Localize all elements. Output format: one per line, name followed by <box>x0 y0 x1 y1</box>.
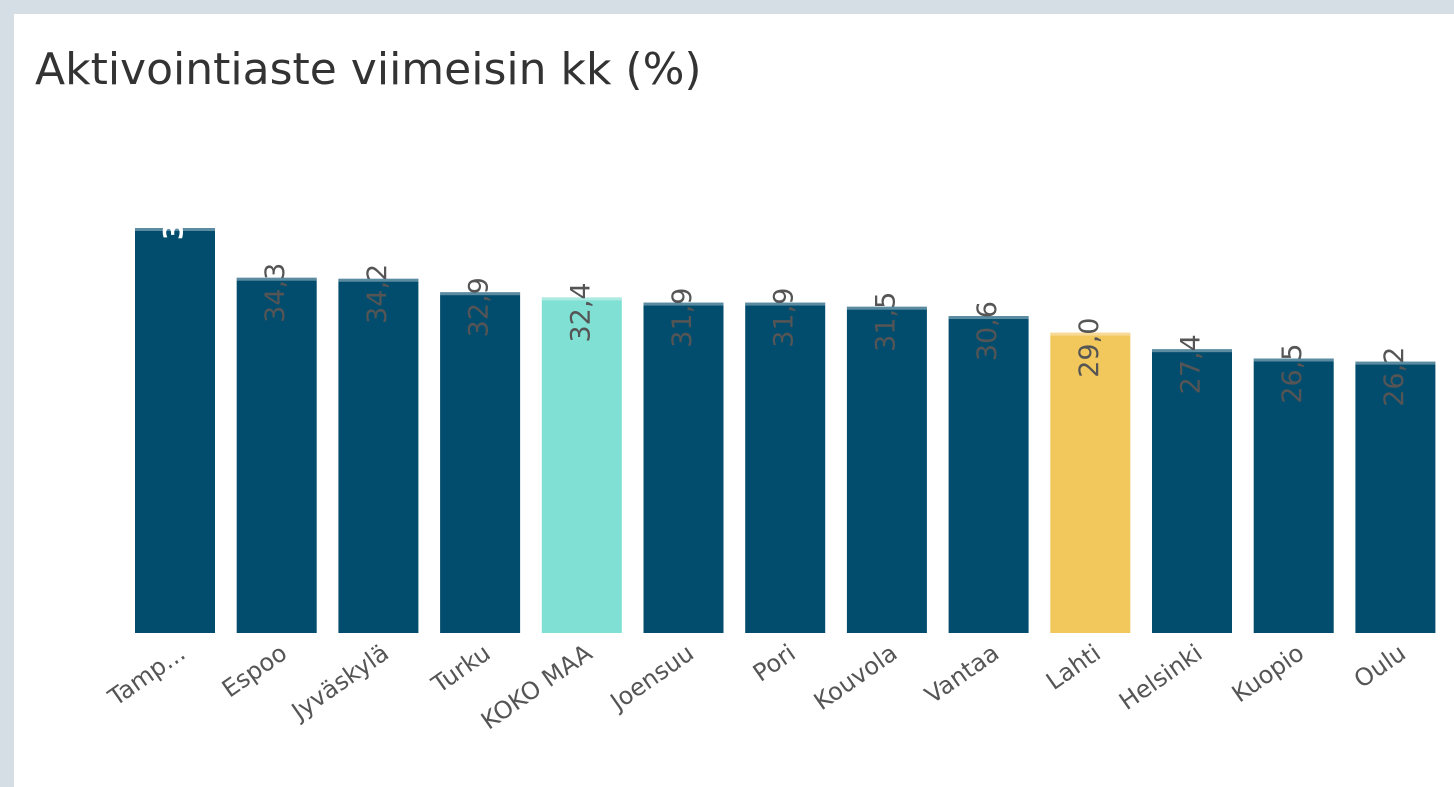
value-label: 31,9 <box>667 288 698 348</box>
bar <box>236 277 317 633</box>
value-label: 30,6 <box>972 301 1003 361</box>
value-label: 27,4 <box>1176 334 1207 394</box>
bar-top <box>846 306 927 310</box>
value-label: 26,5 <box>1277 344 1308 404</box>
bar <box>948 316 1029 633</box>
bar-top <box>236 277 317 281</box>
value-label: 29,0 <box>1074 318 1105 378</box>
bar <box>1152 349 1232 633</box>
bar-top <box>1355 361 1436 365</box>
value-label: 26,2 <box>1379 347 1410 407</box>
bar-top <box>135 228 215 231</box>
value-label: 32,4 <box>565 282 596 342</box>
bar-top <box>745 302 826 306</box>
value-label: 39,1 <box>159 173 190 240</box>
chart-title: Aktivointiaste viimeisin kk (%) <box>35 44 702 95</box>
bar <box>1253 358 1334 633</box>
bar <box>440 292 521 633</box>
value-label: 34,3 <box>260 263 291 323</box>
bar-top <box>541 297 622 301</box>
bar-top <box>1253 358 1334 362</box>
value-label: 31,9 <box>769 288 800 348</box>
bar-top <box>643 302 724 306</box>
value-label: 34,2 <box>362 264 393 324</box>
bar-top <box>338 278 419 282</box>
bar-top <box>1050 332 1131 336</box>
bar <box>1050 332 1131 633</box>
bar-top <box>948 316 1029 320</box>
value-label: 31,5 <box>870 292 901 352</box>
bar <box>643 302 724 633</box>
bar <box>846 306 927 633</box>
bar <box>745 302 826 633</box>
value-label: 32,9 <box>464 277 495 337</box>
bar <box>1355 361 1436 633</box>
bar <box>135 228 215 633</box>
bar <box>338 278 419 633</box>
bar <box>541 297 622 633</box>
bar-top <box>1152 349 1232 353</box>
bar-top <box>440 292 521 296</box>
